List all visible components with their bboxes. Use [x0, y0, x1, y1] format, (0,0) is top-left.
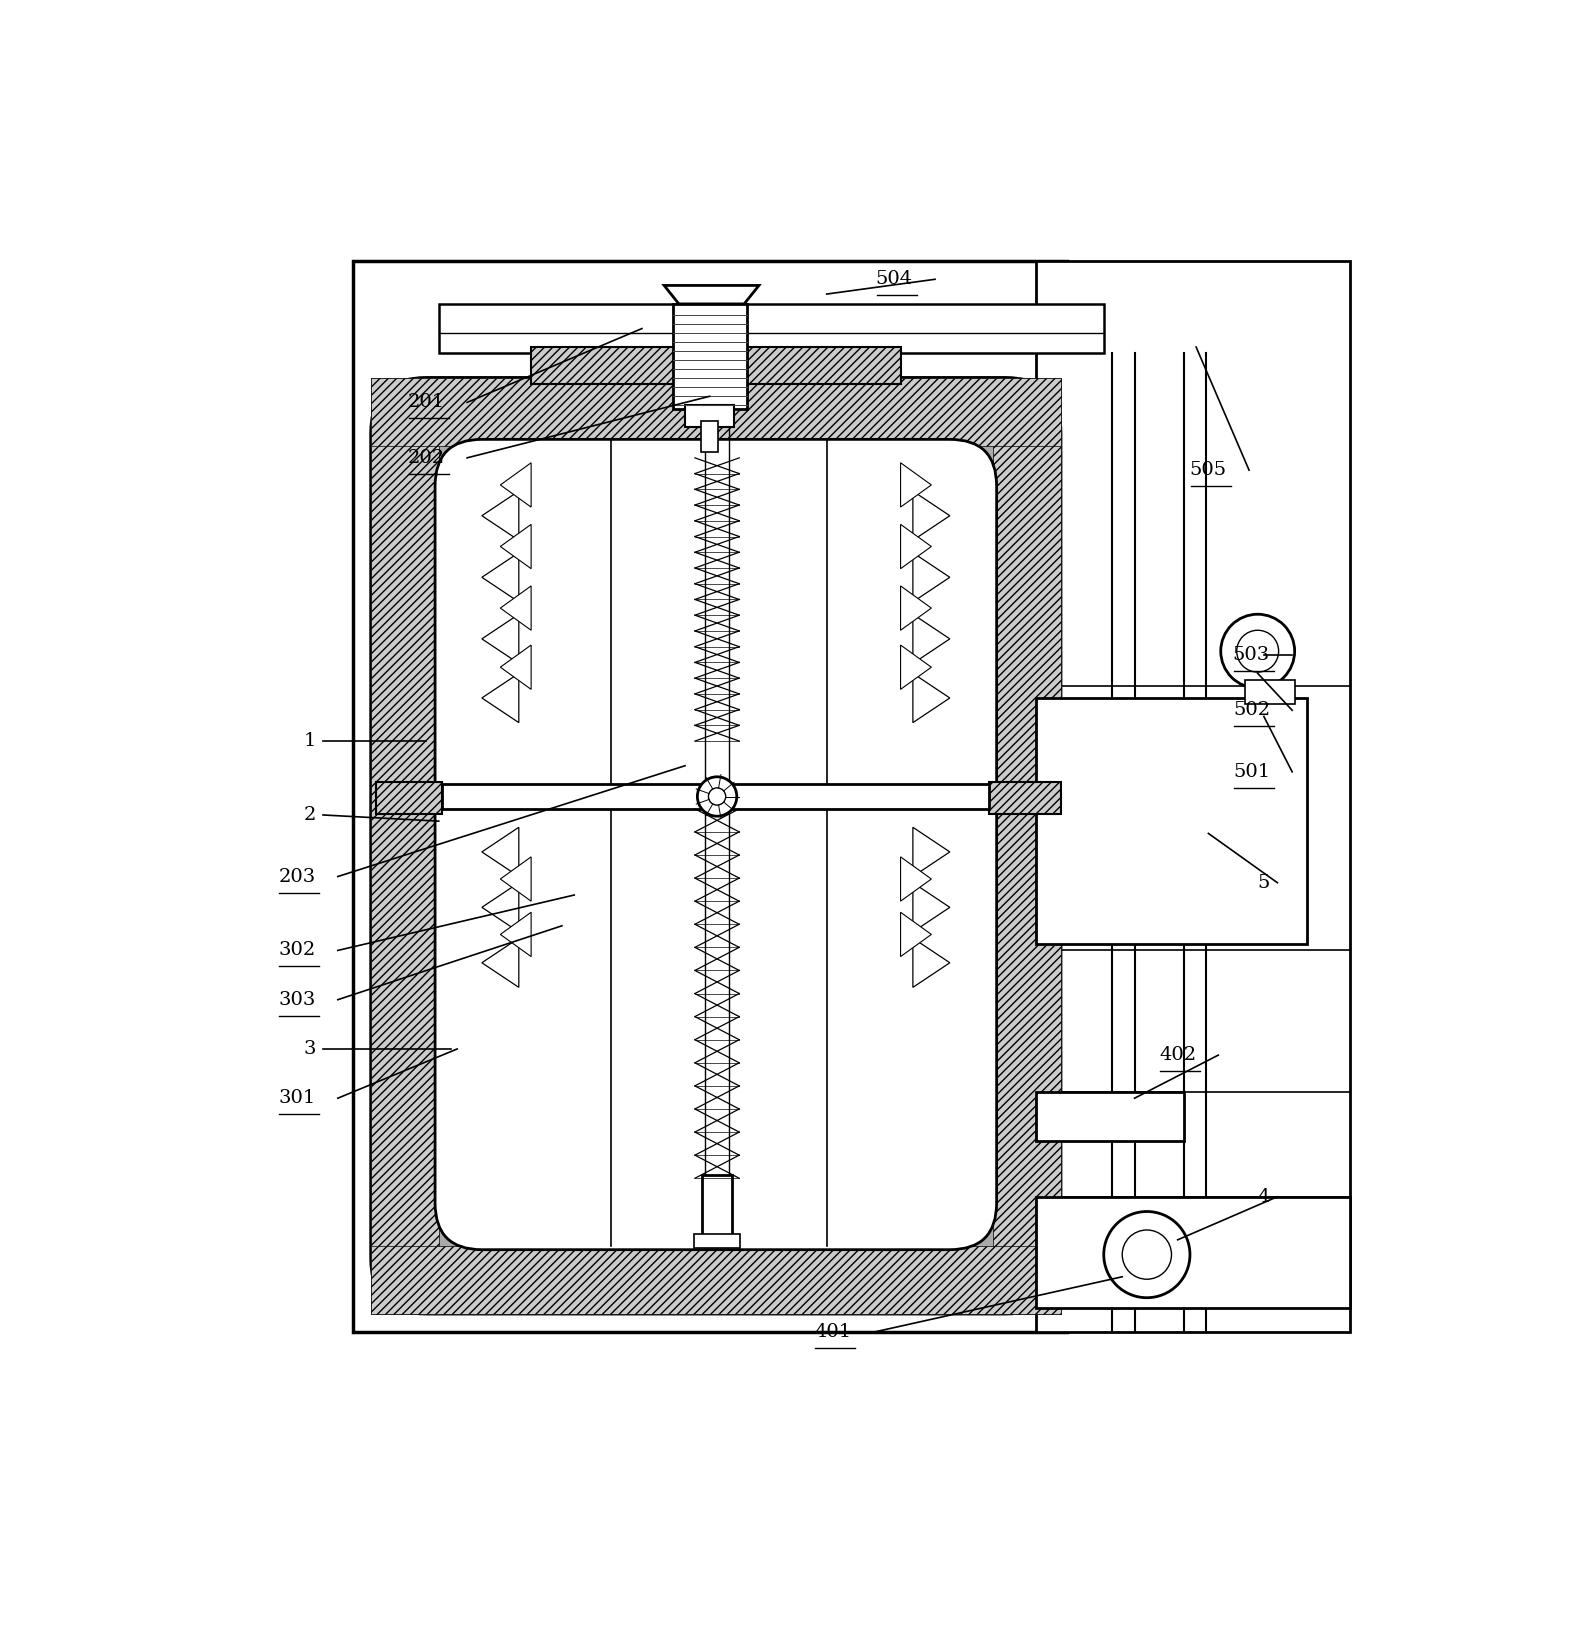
Polygon shape [501, 524, 531, 569]
Bar [372, 377, 439, 1314]
Polygon shape [501, 857, 531, 901]
Bar [694, 1234, 740, 1249]
Circle shape [698, 777, 737, 816]
Bar [1036, 260, 1351, 1332]
Text: 501: 501 [1233, 763, 1270, 780]
FancyBboxPatch shape [372, 377, 1061, 1314]
Bar [1246, 680, 1295, 704]
Text: 503: 503 [1233, 646, 1270, 663]
Bar [372, 377, 1061, 446]
Polygon shape [901, 912, 931, 956]
Bar [353, 260, 1066, 1332]
Text: 201: 201 [408, 393, 445, 411]
Bar [439, 304, 1104, 353]
Polygon shape [912, 938, 950, 987]
Bar [1036, 1197, 1351, 1307]
Bar [377, 782, 442, 813]
Text: 502: 502 [1233, 701, 1270, 719]
Text: 504: 504 [876, 270, 912, 288]
Polygon shape [912, 883, 950, 932]
Polygon shape [664, 286, 760, 304]
Polygon shape [501, 463, 531, 507]
Bar [1036, 698, 1308, 945]
Polygon shape [481, 615, 520, 663]
Bar [1036, 1093, 1184, 1141]
Bar [993, 377, 1061, 1314]
Text: 303: 303 [278, 990, 316, 1008]
Polygon shape [501, 912, 531, 956]
Bar [990, 782, 1061, 813]
Circle shape [1236, 631, 1279, 672]
Bar [372, 1246, 1061, 1314]
Polygon shape [901, 524, 931, 569]
Text: 1: 1 [303, 732, 316, 750]
Polygon shape [481, 553, 520, 602]
Polygon shape [501, 585, 531, 631]
Polygon shape [912, 491, 950, 540]
Circle shape [1122, 1229, 1171, 1280]
Text: 401: 401 [814, 1324, 852, 1341]
Bar [685, 405, 734, 428]
Polygon shape [481, 491, 520, 540]
Circle shape [1220, 615, 1295, 688]
Polygon shape [912, 553, 950, 602]
Bar [701, 421, 718, 452]
Bar [702, 1174, 733, 1242]
Bar [442, 784, 990, 808]
Polygon shape [481, 883, 520, 932]
Polygon shape [901, 646, 931, 689]
Text: 302: 302 [278, 941, 316, 959]
Text: 203: 203 [278, 868, 316, 886]
Bar [531, 346, 901, 384]
Text: 301: 301 [278, 1089, 316, 1107]
FancyBboxPatch shape [435, 439, 996, 1250]
Circle shape [709, 789, 726, 805]
Text: 3: 3 [303, 1041, 316, 1059]
Polygon shape [912, 673, 950, 722]
Text: 5: 5 [1257, 873, 1270, 891]
Polygon shape [901, 857, 931, 901]
Bar [672, 304, 747, 408]
Text: 505: 505 [1190, 462, 1227, 480]
Polygon shape [481, 828, 520, 876]
Polygon shape [481, 938, 520, 987]
Text: 4: 4 [1257, 1187, 1270, 1206]
Polygon shape [901, 585, 931, 631]
Polygon shape [481, 673, 520, 722]
Text: 402: 402 [1158, 1046, 1197, 1063]
Polygon shape [912, 828, 950, 876]
Text: 202: 202 [408, 449, 445, 467]
Polygon shape [501, 646, 531, 689]
Text: 2: 2 [303, 806, 316, 824]
Polygon shape [912, 615, 950, 663]
Polygon shape [901, 463, 931, 507]
Circle shape [1104, 1211, 1190, 1298]
